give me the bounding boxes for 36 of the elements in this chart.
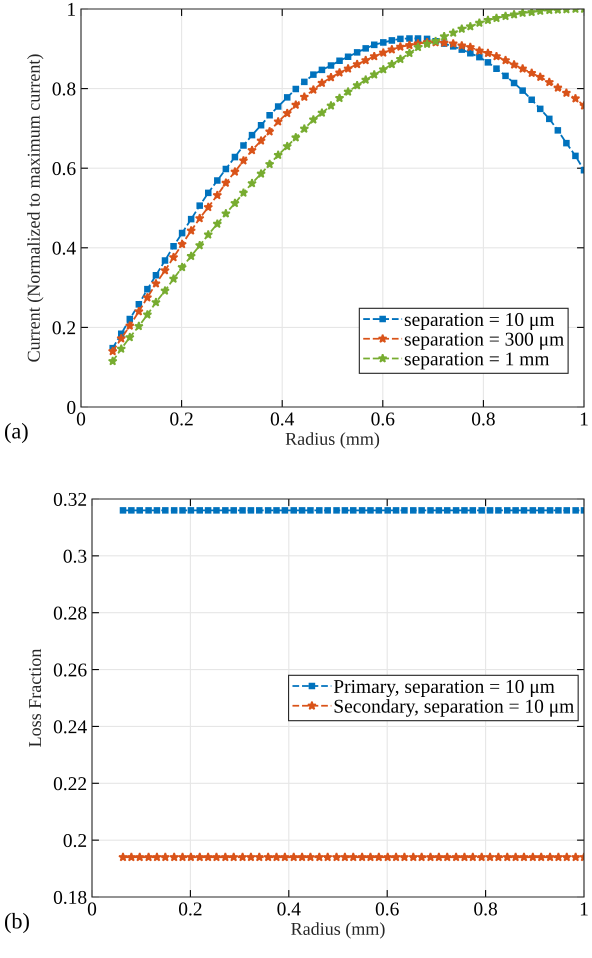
y-tick-label: 0.2 <box>64 834 86 848</box>
y-tick-label: 0.22 <box>54 777 86 790</box>
y-tick-label: 0.24 <box>54 720 87 734</box>
x-tick-label: 0.8 <box>474 902 498 916</box>
x-tick-label: 0.2 <box>178 902 202 916</box>
y-axis-title: Current (Normalized to maximum current) <box>27 54 44 362</box>
x-tick-label: 0.6 <box>376 902 399 916</box>
y-tick-label: 0.6 <box>52 162 76 176</box>
x-tick-label: 0.6 <box>371 412 394 426</box>
y-tick-label: 1 <box>68 2 75 16</box>
text: (a) <box>4 422 28 444</box>
legend-label: separation = 10 μm <box>404 312 554 330</box>
legend-label: separation = 300 μm <box>404 332 564 350</box>
x-axis-title: Radius (mm) <box>291 922 385 939</box>
y-tick-label: 0.26 <box>54 663 87 677</box>
y-tick-label: 0 <box>67 400 76 414</box>
x-tick-label: 1 <box>580 412 588 426</box>
y-tick-label: 0.32 <box>54 492 86 506</box>
y-tick-label: 0.18 <box>54 890 86 904</box>
legend-label: Secondary, separation = 10 μm <box>334 699 574 717</box>
x-tick-label: 0 <box>88 902 96 916</box>
x-tick-label: 1 <box>580 902 588 916</box>
y-tick-label: 0.3 <box>64 550 86 563</box>
y-tick-label: 0.28 <box>54 606 86 620</box>
text: (b) <box>4 912 29 934</box>
x-tick-label: 0.4 <box>277 902 301 916</box>
y-tick-label: 0.8 <box>52 82 76 96</box>
y-axis-title: Loss Fraction <box>28 648 42 747</box>
legend-label: Primary, separation = 10 μm <box>334 680 555 698</box>
x-axis-title: Radius (mm) <box>286 432 380 449</box>
x-tick-label: 0.2 <box>170 412 193 426</box>
x-tick-label: 0.4 <box>270 412 294 426</box>
x-tick-label: 0.8 <box>472 412 495 426</box>
legend-label: separation = 1 mm <box>404 352 550 370</box>
y-tick-label: 0.4 <box>52 242 76 255</box>
y-tick-label: 0.2 <box>52 321 76 334</box>
